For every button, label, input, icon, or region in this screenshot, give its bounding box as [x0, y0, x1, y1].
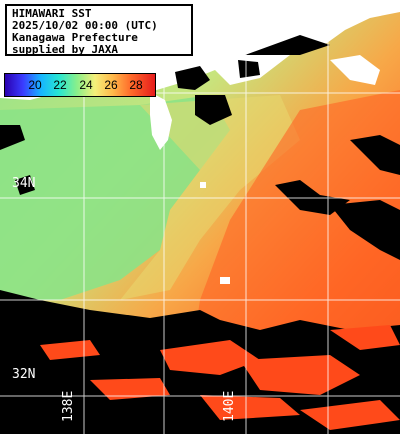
lat-label-bottom: 32N — [12, 367, 36, 382]
lon-label-right: 140E — [222, 390, 237, 422]
title-line-1: HIMAWARI SST — [12, 7, 92, 20]
color-scale-legend: 20 22 24 26 28 — [4, 73, 156, 97]
lon-label-left: 138E — [61, 390, 76, 422]
title-line-4: supplied by JAXA — [12, 43, 118, 56]
island — [200, 182, 206, 188]
title-line-2: 2025/10/02 00:00 (UTC) — [12, 19, 158, 32]
land-izu-peninsula — [150, 92, 172, 150]
legend-label: 22 — [53, 78, 67, 92]
title-line-3: Kanagawa Prefecture — [12, 31, 138, 44]
warm-patches — [40, 325, 400, 430]
legend-label: 24 — [79, 78, 93, 92]
legend-label: 20 — [28, 78, 42, 92]
land-boso — [330, 55, 380, 85]
legend-label: 26 — [104, 78, 118, 92]
lat-label-top: 34N — [12, 176, 36, 191]
title-box: HIMAWARI SST 2025/10/02 00:00 (UTC) Kana… — [5, 4, 193, 56]
island — [220, 277, 230, 284]
color-scale-bar — [5, 74, 155, 96]
legend-label: 28 — [129, 78, 143, 92]
